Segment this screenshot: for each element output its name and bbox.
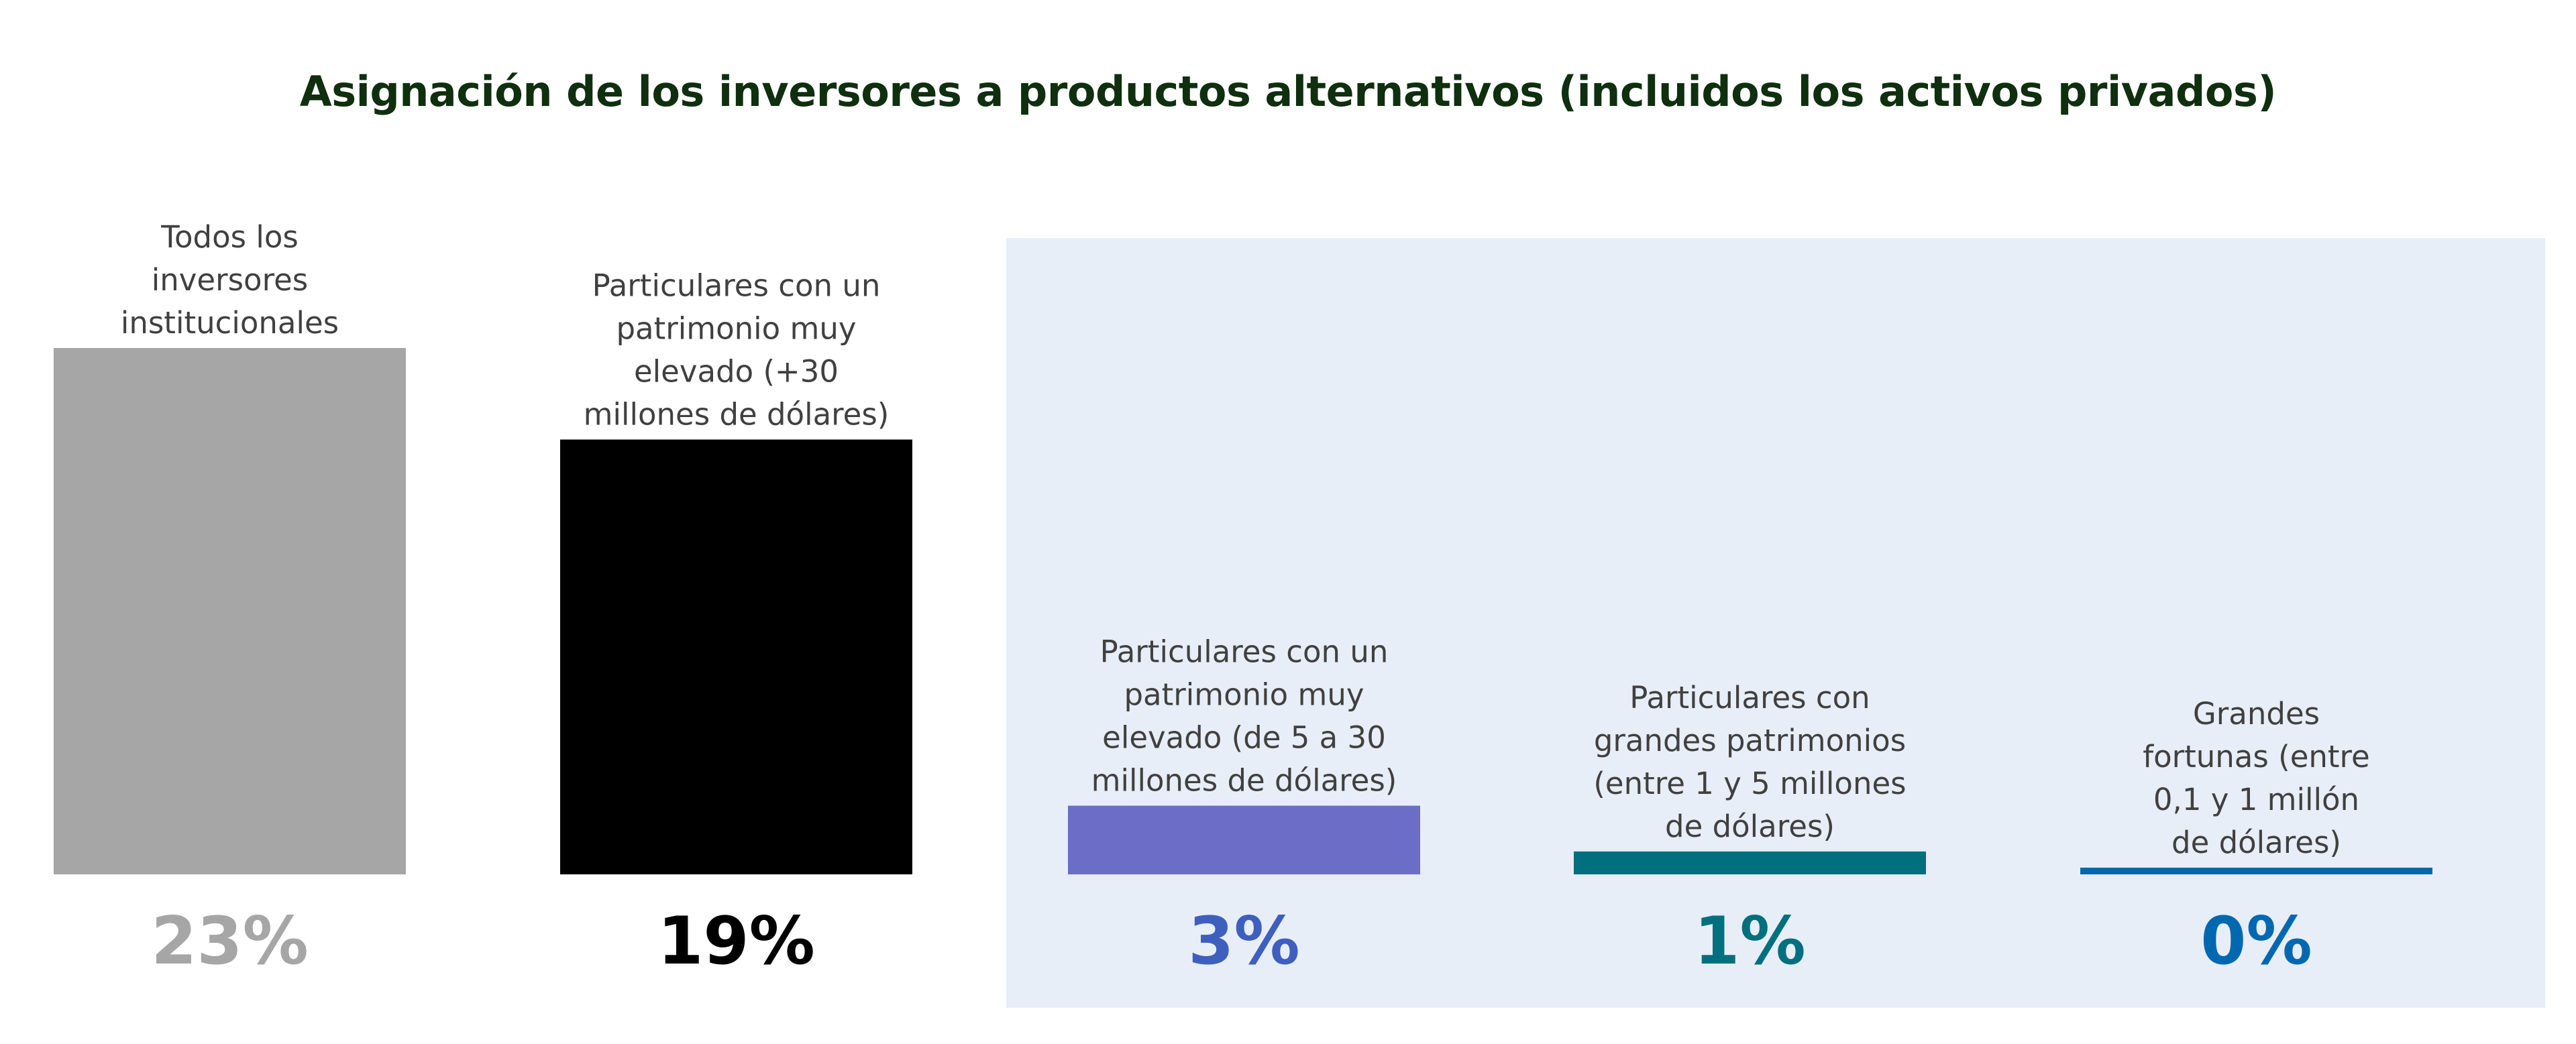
bar-5 [2080,868,2432,874]
bars-layer [54,348,2432,874]
category-label-3: Particulares con un patrimonio muy elevado… [1091,634,1397,799]
value-label-1: 23% [151,903,309,980]
value-labels-layer: 23% 19% 3% 1% 0% [151,903,2312,980]
value-label-4: 1% [1694,903,1805,980]
category-label-4: Particulares con grandes patrimonios (entr… [1593,680,1906,844]
category-label-2: Particulares con un patrimonio muy elevado… [584,268,890,432]
bar-1 [54,348,406,874]
chart-title: Asignación de los inversores a productos… [299,67,2277,116]
highlight-panel [1006,238,2545,1008]
bar-4 [1574,851,1926,874]
value-label-5: 0% [2200,903,2312,980]
bar-3 [1068,805,1420,874]
value-label-2: 19% [657,903,815,980]
category-label-1: Todos los inversores institucionales [121,219,339,341]
bar-2 [560,439,912,874]
category-label-5: Grandes fortunas (entre 0,1 y 1 millón de d… [2143,696,2370,860]
category-labels-layer: Todos los inversores institucionales Partic… [121,219,2370,860]
value-label-3: 3% [1188,903,1299,980]
